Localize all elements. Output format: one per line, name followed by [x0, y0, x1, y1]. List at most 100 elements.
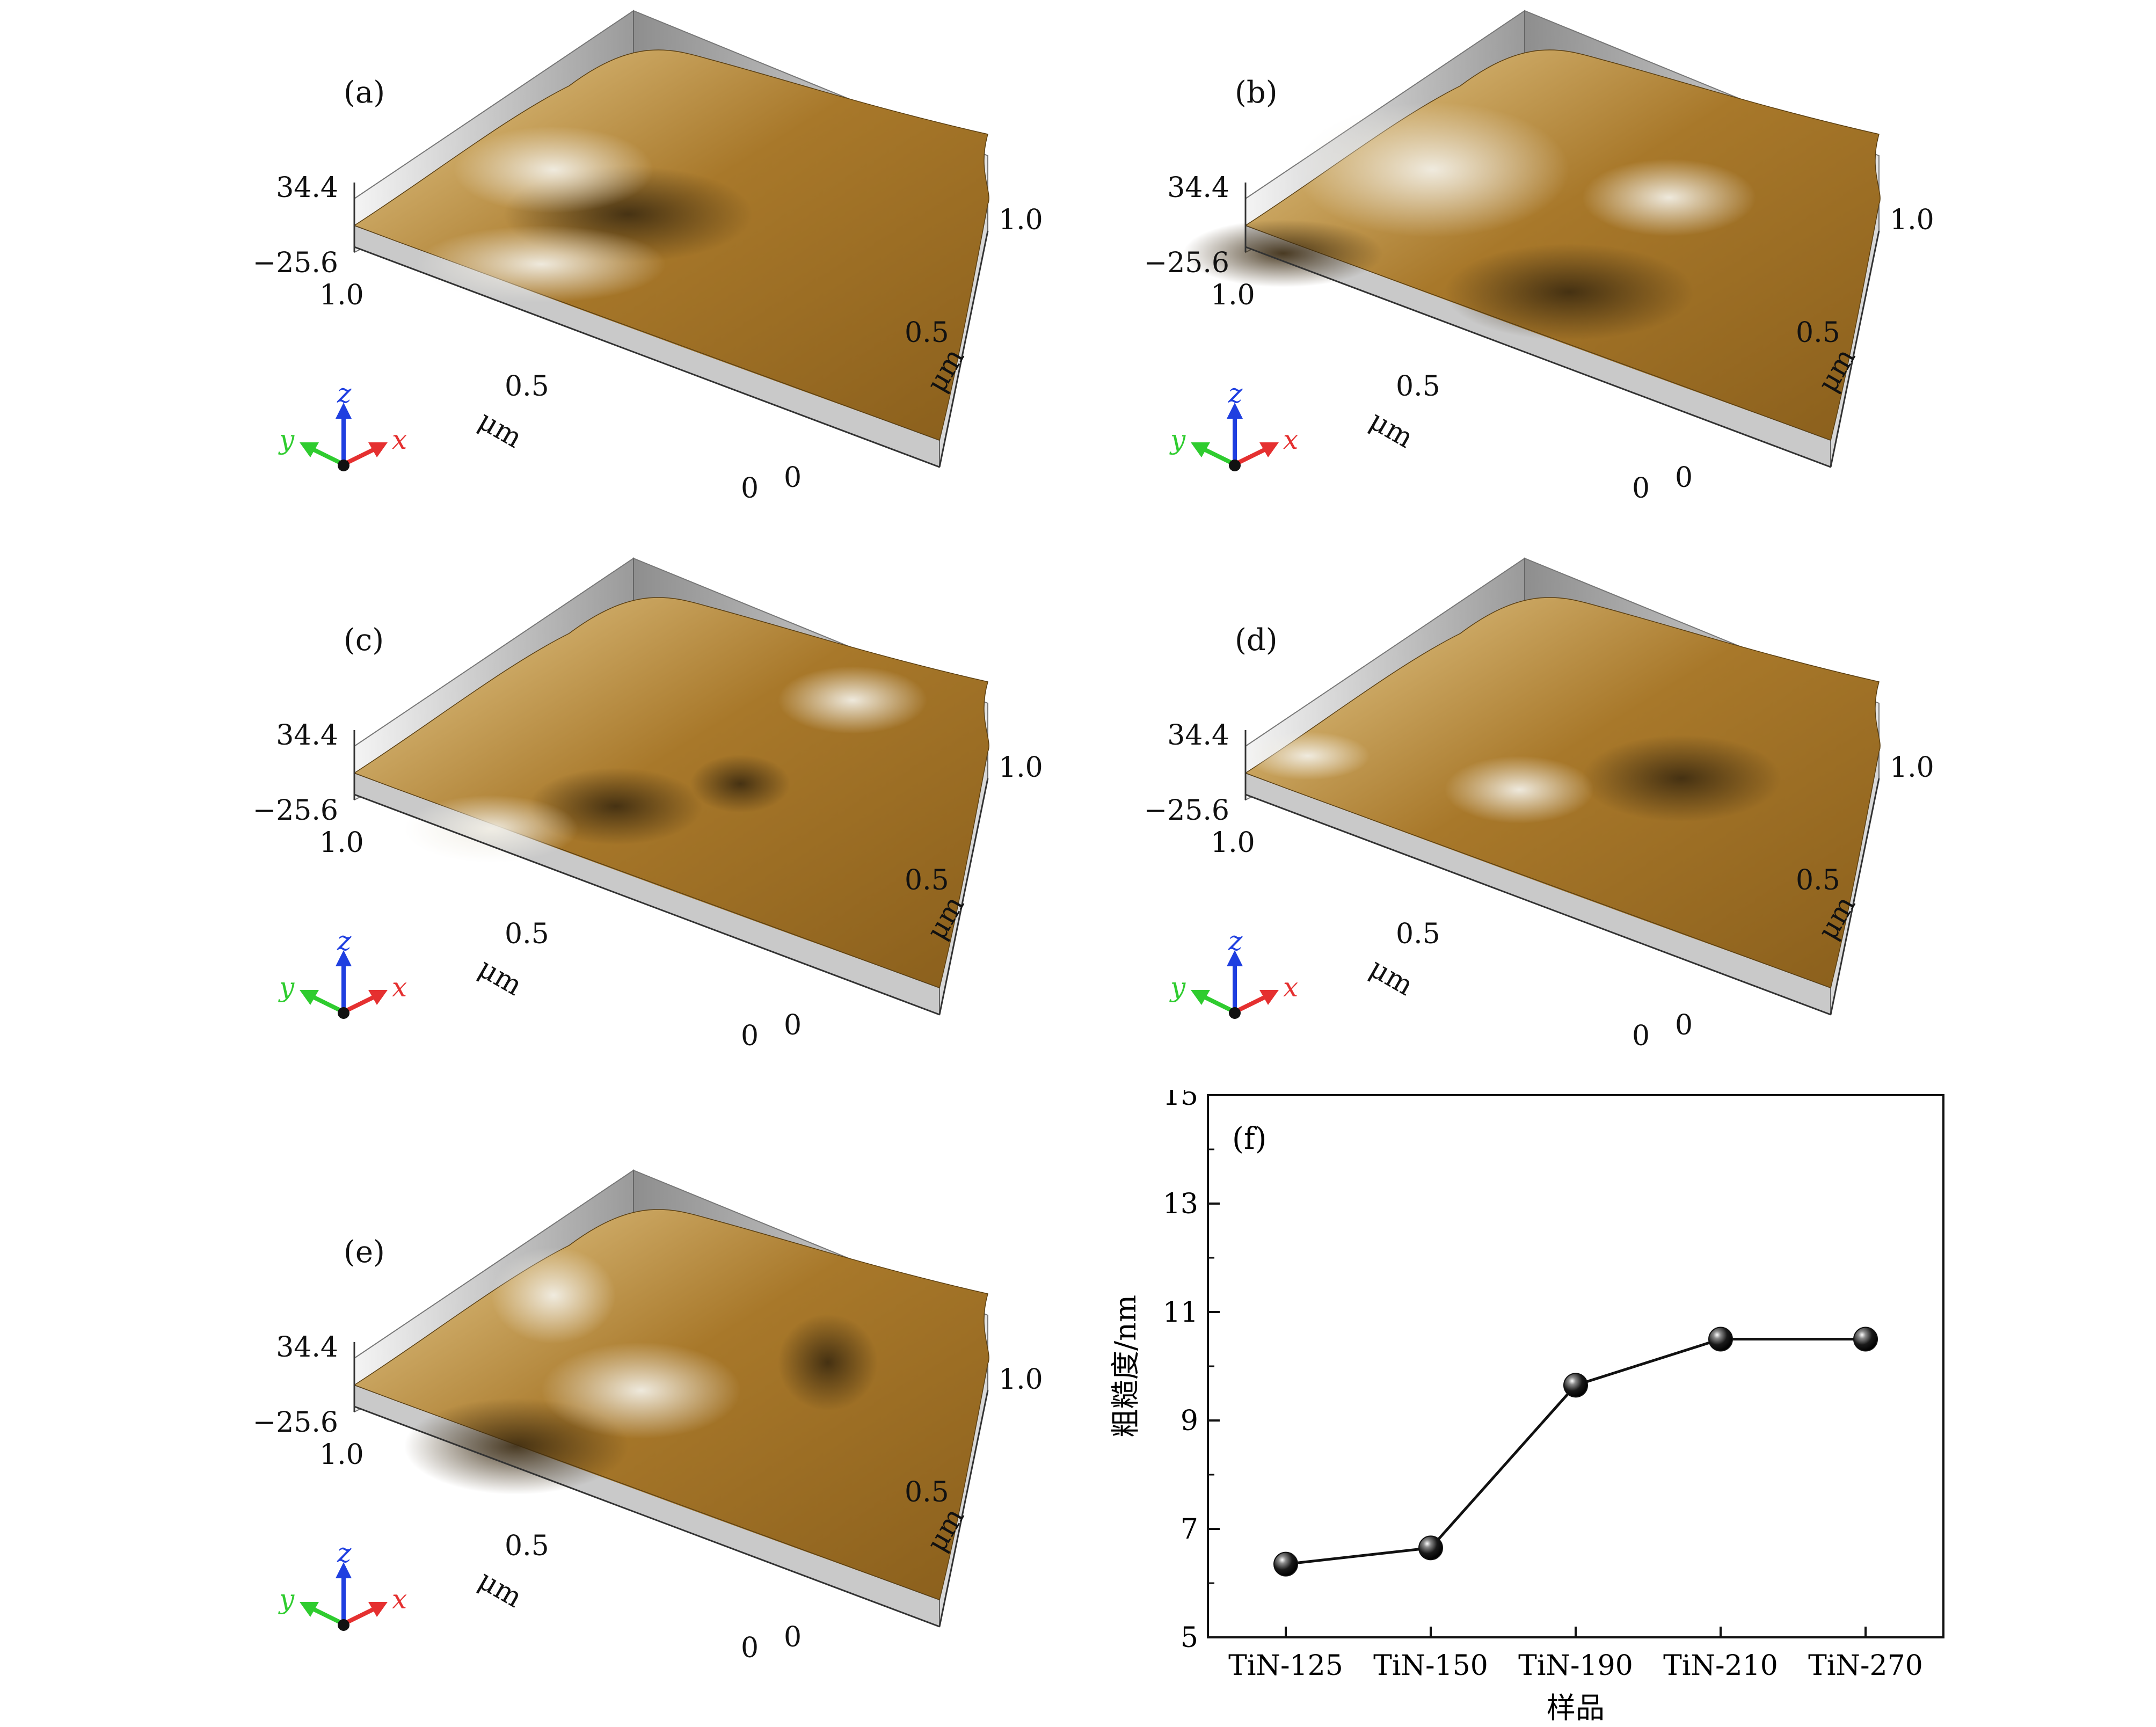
data-point-4: [1853, 1327, 1878, 1352]
left-axis-edge: [1245, 246, 1831, 468]
panel-label: (a): [344, 75, 385, 110]
left-axis-edge: [354, 246, 940, 468]
triad-z-label: z: [337, 378, 352, 409]
x-tick-label: TiN-125: [1228, 1650, 1343, 1682]
triad-origin: [1229, 460, 1241, 471]
afm-surface-plot: [353, 1169, 989, 1628]
left-axis-tick-top: 1.0: [1211, 827, 1255, 859]
surface-highlight: [778, 666, 927, 734]
z-max-tick: 34.4: [1167, 172, 1229, 204]
y-tick-label: 7: [1181, 1513, 1198, 1546]
right-axis-tick-mid: 0.5: [905, 1476, 949, 1509]
x-tick-label: TiN-270: [1808, 1650, 1923, 1682]
z-min-tick: −25.6: [252, 247, 338, 279]
y-axis-arrow: [1204, 995, 1236, 1014]
triad-origin: [1229, 1007, 1241, 1019]
data-point-1: [1418, 1535, 1443, 1561]
triad-y-label: y: [1170, 424, 1186, 455]
axis-orientation-triad: z x y: [236, 1537, 407, 1653]
y-tick-label: 5: [1181, 1622, 1198, 1654]
surface-highlight: [1245, 732, 1370, 780]
surface-highlight: [404, 795, 578, 863]
x-axis-label: 样品: [1547, 1691, 1605, 1725]
right-axis-tick-top: 1.0: [999, 752, 1043, 784]
x-axis-arrowhead: [368, 990, 388, 1005]
right-axis-tick-top: 1.0: [1890, 752, 1934, 784]
x-tick-label: TiN-150: [1373, 1650, 1488, 1682]
z-axis-arrowhead: [336, 950, 352, 966]
x-axis-arrowhead: [368, 1602, 388, 1617]
panel-label: (e): [344, 1235, 385, 1270]
right-axis-tick-zero: 0: [784, 1621, 802, 1653]
z-min-tick: −25.6: [1143, 795, 1229, 827]
x-axis-arrow: [343, 448, 374, 467]
afm-panel-b: (b) 34.4 −25.6 1.0 0.5 μm 0 0 0.5 μm 1.0…: [1117, 0, 1997, 537]
x-axis-arrow: [343, 1607, 374, 1626]
data-point-0: [1273, 1551, 1298, 1577]
right-axis-tick-mid: 0.5: [905, 317, 949, 349]
afm-panel-a: (a) 34.4 −25.6 1.0 0.5 μm 0 0 0.5 μm 1.0…: [225, 0, 1106, 537]
z-axis-arrowhead: [336, 403, 352, 419]
x-axis-arrowhead: [1259, 990, 1279, 1005]
x-tick-label: TiN-190: [1518, 1650, 1633, 1682]
left-axis-tick-mid: 0.5: [1396, 370, 1440, 403]
z-min-tick: −25.6: [1143, 247, 1229, 279]
left-axis-edge: [354, 1405, 940, 1628]
surface-highlight: [491, 1247, 616, 1344]
y-axis-arrowhead: [300, 442, 319, 457]
axis-orientation-triad: z x y: [236, 378, 407, 494]
surface-shadow: [690, 755, 790, 813]
x-axis-arrow: [1234, 995, 1265, 1014]
left-axis-tick-zero: 0: [741, 472, 759, 505]
y-tick-label: 9: [1181, 1405, 1198, 1437]
triad-x-label: x: [1283, 424, 1299, 455]
plot-frame: [1207, 1094, 1944, 1638]
x-axis-arrowhead: [368, 442, 388, 457]
surface-highlight: [1445, 756, 1594, 824]
surface-highlight: [1295, 102, 1569, 237]
triad-origin: [338, 1619, 349, 1631]
panel-label: (c): [344, 623, 384, 658]
axis-orientation-triad: z x y: [1127, 378, 1298, 494]
left-axis-tick-mid: 0.5: [505, 370, 549, 403]
y-tick-label: 13: [1163, 1188, 1198, 1220]
right-axis-edge: [938, 778, 989, 1015]
x-tick-label: TiN-210: [1663, 1650, 1778, 1682]
y-axis-label: 粗糙度/nm: [1109, 1295, 1142, 1438]
panel-label: (d): [1235, 623, 1278, 658]
panel-label-f: (f): [1232, 1121, 1266, 1156]
triad-y-label: y: [279, 1584, 295, 1615]
triad-x-label: x: [392, 424, 407, 455]
left-axis-tick-mid: 0.5: [505, 918, 549, 950]
x-axis-arrowhead: [1259, 442, 1279, 457]
surface-highlight: [417, 225, 666, 303]
y-axis-arrowhead: [1191, 990, 1210, 1005]
triad-y-label: y: [279, 424, 295, 455]
right-axis-tick-zero: 0: [784, 462, 802, 494]
left-axis-edge: [1245, 793, 1831, 1016]
right-axis-tick-top: 1.0: [999, 204, 1043, 236]
left-axis-edge: [354, 793, 940, 1016]
roughness-chart-svg: (f) 5 7 9 11 13 15 TiN-125 TiN-150 TiN-190 TiN-2…: [1109, 1080, 1944, 1725]
triad-origin: [338, 460, 349, 471]
right-axis-tick-mid: 0.5: [1796, 317, 1840, 349]
axis-orientation-triad: z x y: [1127, 926, 1298, 1041]
triad-z-label: z: [337, 1537, 352, 1569]
z-axis-arrowhead: [336, 1562, 352, 1578]
left-axis-tick-zero: 0: [741, 1020, 759, 1052]
y-axis-arrowhead: [300, 1602, 319, 1617]
surface-shadow: [1582, 735, 1781, 822]
panel-label: (b): [1235, 75, 1278, 110]
y-axis-arrow: [1204, 448, 1236, 467]
left-axis-tick-top: 1.0: [1211, 279, 1255, 311]
right-axis-tick-mid: 0.5: [905, 864, 949, 897]
surface-shadow: [1183, 220, 1383, 287]
triad-z-label: z: [1228, 378, 1243, 409]
surface-shadow: [778, 1314, 878, 1411]
y-axis-arrow: [313, 995, 345, 1014]
left-axis-tick-zero: 0: [1632, 1020, 1650, 1052]
y-axis-arrowhead: [300, 990, 319, 1005]
afm-surface-plot: [1183, 10, 1881, 468]
right-axis-edge: [1830, 778, 1880, 1015]
triad-z-label: z: [1228, 926, 1243, 957]
